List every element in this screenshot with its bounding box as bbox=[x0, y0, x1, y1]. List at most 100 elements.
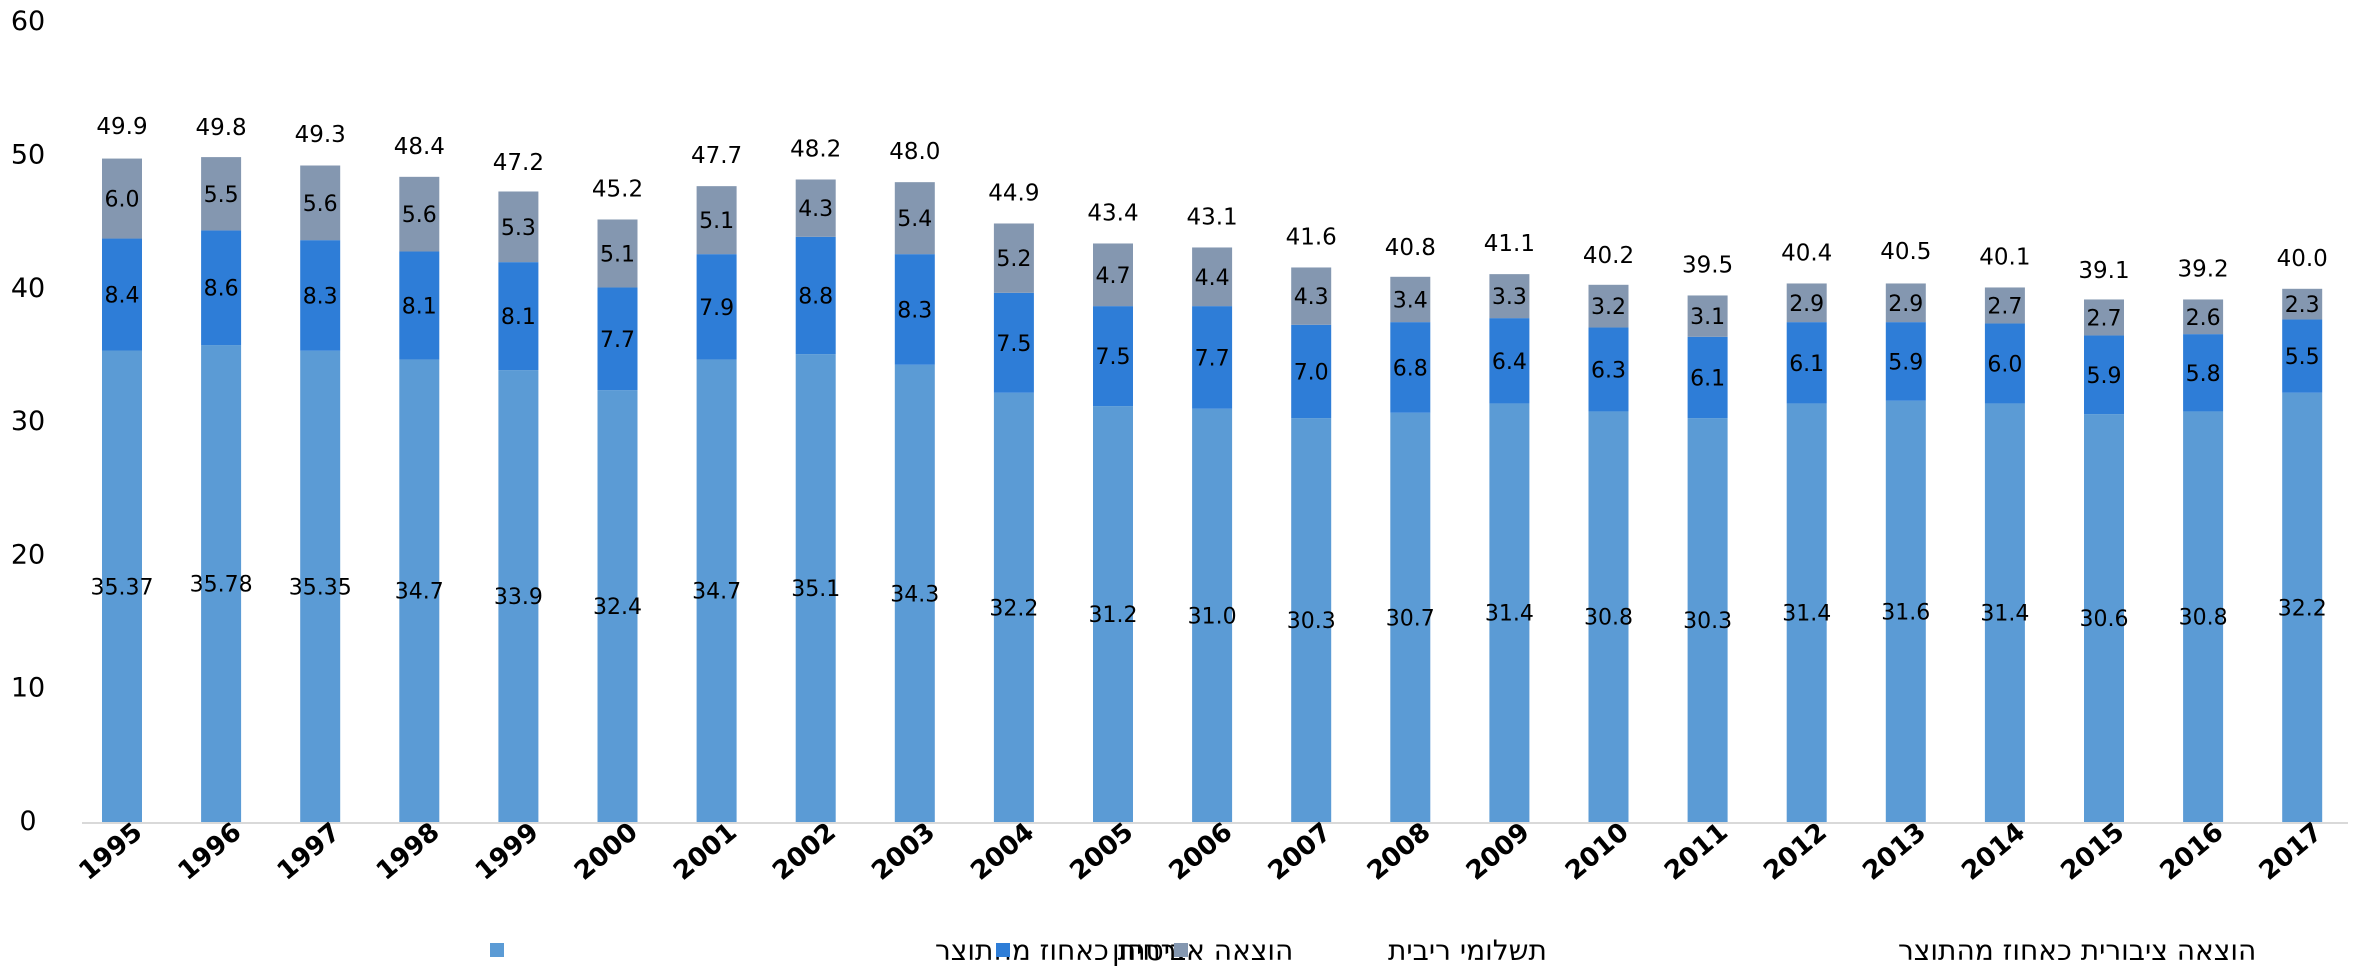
x-tick-label: 2010 bbox=[1560, 817, 1635, 887]
legend-label-3: תשלומי ריבית bbox=[1388, 934, 1547, 967]
bar-total-label: 40.4 bbox=[1781, 240, 1832, 266]
bar-total-label: 40.0 bbox=[2277, 246, 2328, 272]
bar-segment-1 bbox=[2183, 411, 2224, 822]
bar-value-label: 30.8 bbox=[1584, 606, 1633, 631]
bar-value-label: 32.2 bbox=[2278, 596, 2327, 621]
bar-value-label: 3.2 bbox=[1591, 295, 1626, 320]
bar-segment-3 bbox=[1390, 276, 1431, 323]
bar-total-label: 39.5 bbox=[1682, 252, 1733, 278]
x-tick-label: 2007 bbox=[1263, 817, 1338, 887]
bar-segment-1 bbox=[1291, 418, 1332, 822]
bar-value-label: 7.7 bbox=[1195, 346, 1230, 371]
bar-segment-2 bbox=[894, 254, 935, 365]
bar-value-label: 7.5 bbox=[1096, 345, 1131, 370]
bar-value-label: 33.9 bbox=[494, 585, 543, 610]
bar-total-label: 43.4 bbox=[1087, 200, 1138, 226]
bar-segment-1 bbox=[102, 350, 142, 822]
x-tick-label: 2015 bbox=[2055, 817, 2130, 887]
bar-segment-3 bbox=[1885, 283, 1926, 323]
bar-value-label: 3.1 bbox=[1690, 305, 1725, 330]
bar-total-label: 41.6 bbox=[1286, 224, 1337, 250]
bar-total-label: 40.1 bbox=[1979, 244, 2030, 270]
bar-segment-3 bbox=[399, 176, 440, 252]
bar-segment-3 bbox=[1687, 295, 1728, 337]
bar-segment-3 bbox=[1093, 243, 1133, 307]
bar-segment-2 bbox=[201, 230, 242, 346]
x-tick-label: 2013 bbox=[1857, 817, 1932, 887]
y-tick-label: 20 bbox=[11, 539, 45, 570]
bar-value-label: 30.3 bbox=[1287, 609, 1336, 634]
bar-segment-3 bbox=[1786, 283, 1827, 323]
legend-label-2: ביטחון bbox=[1112, 934, 1186, 967]
x-tick-label: 2011 bbox=[1659, 817, 1734, 887]
bar-total-label: 48.2 bbox=[790, 136, 841, 162]
x-tick-label: 2001 bbox=[668, 817, 743, 887]
bar-total-label: 43.1 bbox=[1186, 204, 1237, 230]
bar-total-label: 40.5 bbox=[1880, 239, 1931, 265]
x-tick-label: 1999 bbox=[470, 817, 545, 887]
bar-segment-2 bbox=[399, 251, 440, 360]
bar-value-label: 30.3 bbox=[1683, 609, 1732, 634]
bar-value-label: 30.6 bbox=[2080, 607, 2129, 632]
bar-total-label: 48.0 bbox=[889, 139, 940, 165]
bar-value-label: 7.9 bbox=[699, 296, 734, 321]
x-tick-label: 2008 bbox=[1362, 817, 1437, 887]
bar-value-label: 5.4 bbox=[897, 207, 932, 232]
bar-value-label: 3.3 bbox=[1492, 285, 1527, 310]
bar-value-label: 2.3 bbox=[2285, 293, 2320, 318]
x-tick-label: 2003 bbox=[866, 817, 941, 887]
bar-segment-3 bbox=[2084, 299, 2124, 336]
bar-segment-1 bbox=[1687, 418, 1728, 822]
bar-segment-2 bbox=[1192, 306, 1233, 409]
bar-segment-2 bbox=[102, 238, 142, 351]
bar-segment-2 bbox=[1489, 318, 1530, 404]
bar-total-label: 40.2 bbox=[1583, 243, 1634, 269]
bar-value-label: 31.4 bbox=[1485, 602, 1534, 627]
bar-total-label: 47.2 bbox=[493, 150, 544, 176]
y-tick-label: 60 bbox=[11, 6, 45, 37]
bar-segment-3 bbox=[894, 182, 935, 255]
bar-value-label: 5.8 bbox=[2186, 362, 2221, 387]
bar-segment-3 bbox=[2183, 299, 2224, 335]
x-tick-label: 2002 bbox=[767, 817, 842, 887]
x-tick-label: 1996 bbox=[173, 817, 248, 887]
bar-value-label: 6.1 bbox=[1690, 366, 1725, 391]
x-tick-label: 2012 bbox=[1758, 817, 1833, 887]
bar-value-label: 4.3 bbox=[1294, 285, 1329, 310]
x-tick-label: 2016 bbox=[2155, 817, 2230, 887]
bar-value-label: 7.0 bbox=[1294, 360, 1329, 385]
bar-segment-1 bbox=[795, 354, 836, 822]
bar-value-label: 35.35 bbox=[289, 575, 352, 600]
bar-segment-3 bbox=[2282, 288, 2323, 320]
bar-value-label: 3.4 bbox=[1393, 288, 1428, 313]
x-tick-label: 2005 bbox=[1064, 817, 1139, 887]
x-tick-label: 1998 bbox=[371, 817, 446, 887]
legend-label-4: הוצאה ציבורית כאחוז מהתוצר bbox=[1898, 934, 2256, 967]
bar-segment-3 bbox=[102, 158, 142, 239]
bar-value-label: 6.0 bbox=[1987, 352, 2022, 377]
bar-segment-2 bbox=[1687, 336, 1728, 419]
bar-value-label: 5.1 bbox=[600, 242, 635, 267]
bar-segment-2 bbox=[1786, 322, 1827, 404]
bar-segment-1 bbox=[597, 390, 638, 822]
bar-segment-1 bbox=[993, 392, 1034, 822]
x-tick-label: 2017 bbox=[2254, 817, 2329, 887]
bar-segment-2 bbox=[1093, 306, 1133, 407]
bar-value-label: 2.6 bbox=[2186, 306, 2221, 331]
bar-value-label: 31.4 bbox=[1980, 602, 2029, 627]
bar-value-label: 4.7 bbox=[1096, 264, 1131, 289]
bar-segment-2 bbox=[2282, 319, 2323, 393]
bar-value-label: 6.3 bbox=[1591, 358, 1626, 383]
x-tick-label: 1995 bbox=[73, 817, 148, 887]
bar-value-label: 5.6 bbox=[303, 192, 338, 217]
x-tick-label: 1997 bbox=[272, 817, 347, 887]
bar-total-label: 39.1 bbox=[2078, 258, 2129, 284]
bar-segment-1 bbox=[1093, 406, 1133, 822]
bar-segment-2 bbox=[1588, 327, 1629, 412]
bar-segment-1 bbox=[1885, 400, 1926, 822]
y-tick-label: 50 bbox=[11, 140, 45, 171]
bar-value-label: 34.7 bbox=[395, 580, 444, 605]
bar-total-label: 41.1 bbox=[1484, 231, 1535, 257]
bar-value-label: 6.4 bbox=[1492, 350, 1527, 375]
